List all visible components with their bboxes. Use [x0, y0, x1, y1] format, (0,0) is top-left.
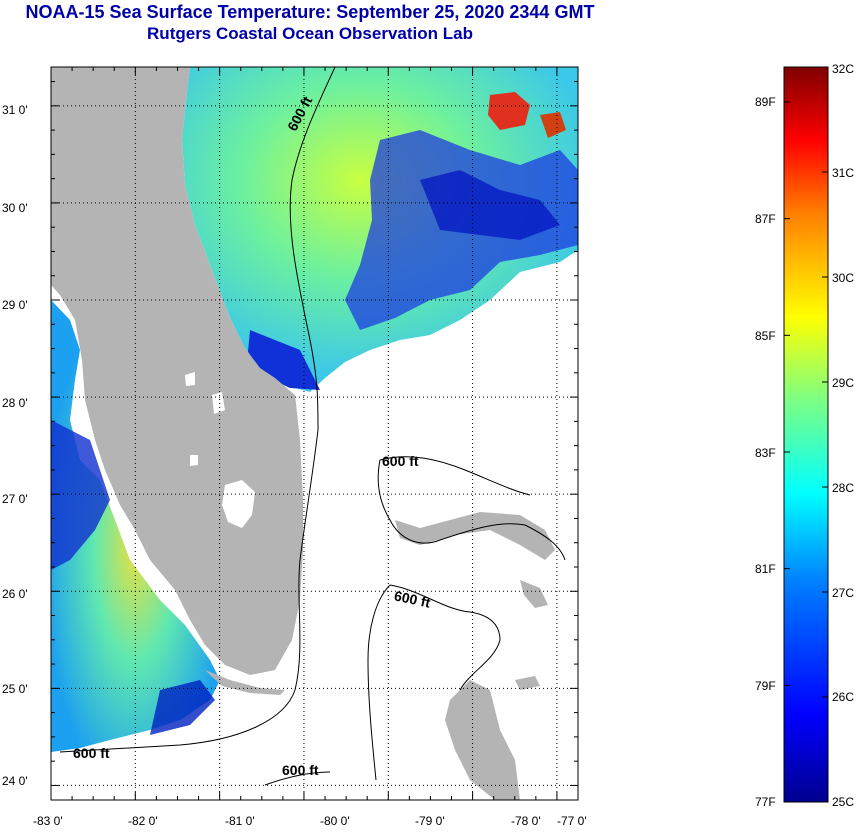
colorbar — [783, 66, 829, 803]
colorbar-celsius-label: 31C — [832, 166, 855, 180]
land-cloud-1 — [185, 372, 195, 386]
lon-label: -83 0' — [33, 814, 63, 828]
colorbar-celsius-label: 30C — [832, 271, 855, 285]
bahamas-islet — [515, 676, 540, 690]
sst-gulf-west — [51, 300, 220, 752]
land-cloud-3 — [190, 455, 198, 466]
lon-label: -79 0' — [415, 814, 445, 828]
isobath-label: 600 ft — [73, 745, 110, 761]
lat-label: 28 0' — [2, 396, 28, 410]
map-title: NOAA-15 Sea Surface Temperature: Septemb… — [25, 2, 595, 22]
colorbar-fahrenheit-label: 87F — [755, 212, 776, 226]
isobath-label: 600 ft — [382, 453, 419, 469]
isobath-label: 600 ft — [282, 762, 319, 778]
lon-label: -80 0' — [320, 814, 350, 828]
map-frame — [50, 66, 579, 801]
colorbar-fahrenheit-label: 81F — [755, 562, 776, 576]
axis-ticks — [50, 67, 579, 800]
lat-label: 24 0' — [2, 774, 28, 788]
colorbar-celsius-label: 32C — [832, 62, 855, 76]
colorbar-celsius-label: 27C — [832, 586, 855, 600]
isobath-south — [264, 771, 331, 786]
sst-gulf-cool — [51, 420, 110, 570]
lon-label: -81 0' — [225, 814, 255, 828]
lat-label: 31 0' — [2, 103, 28, 117]
abaco-land — [520, 580, 548, 608]
colorbar-fahrenheit-label: 79F — [755, 679, 776, 693]
florida-keys — [205, 670, 285, 695]
andros-land — [445, 680, 520, 800]
sst-gulf-cool-2 — [150, 680, 215, 735]
lon-label: -77 0' — [557, 814, 587, 828]
colorbar-celsius-label: 26C — [832, 690, 855, 704]
colorbar-fahrenheit-label: 83F — [755, 446, 776, 460]
lon-label: -82 0' — [128, 814, 158, 828]
colorbar-celsius-label: 25C — [832, 795, 855, 809]
sst-warm-spot — [488, 92, 530, 130]
lat-label: 29 0' — [2, 298, 28, 312]
lon-label: -78 0' — [511, 814, 541, 828]
lat-label: 25 0' — [2, 682, 28, 696]
isobath-florida — [59, 67, 336, 753]
colorbar-celsius-label: 28C — [832, 481, 855, 495]
sst-warm-spot-2 — [540, 112, 566, 138]
colorbar-ticks — [784, 66, 828, 803]
lake-okeechobee — [222, 480, 255, 528]
colorbar-fahrenheit-label: 89F — [755, 95, 776, 109]
lat-label: 26 0' — [2, 587, 28, 601]
colorbar-fahrenheit-label: 85F — [755, 329, 776, 343]
colorbar-celsius-label: 29C — [832, 376, 855, 390]
lat-label: 27 0' — [2, 492, 28, 506]
map-subtitle: Rutgers Coastal Ocean Observation Lab — [147, 24, 473, 43]
lat-label: 30 0' — [2, 201, 28, 215]
sst-cool-core — [420, 170, 560, 240]
isobath-bahama-south — [367, 584, 501, 781]
grand-bahama-land — [395, 512, 555, 560]
isobath-bahama-north — [377, 456, 566, 561]
colorbar-fahrenheit-label: 77F — [755, 795, 776, 809]
